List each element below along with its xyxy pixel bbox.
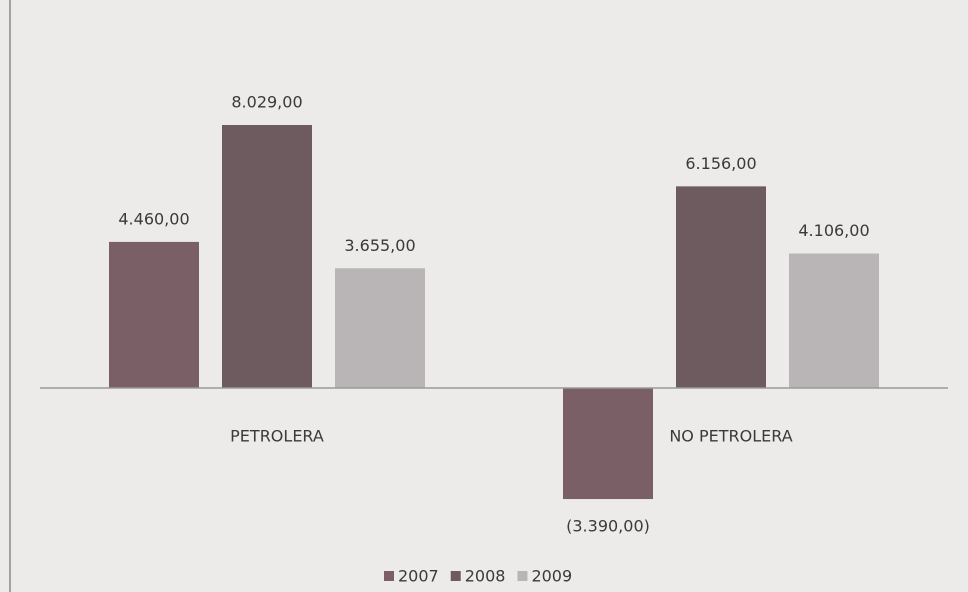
- x-tick-label: NO PETROLERA: [669, 427, 792, 446]
- bar: [789, 253, 879, 388]
- legend-label: 2008: [465, 567, 506, 586]
- data-label: 3.655,00: [344, 236, 415, 255]
- data-label: 8.029,00: [231, 93, 302, 112]
- bar: [109, 241, 199, 388]
- legend-label: 2007: [398, 567, 439, 586]
- legend-swatch: [384, 571, 394, 581]
- legend-swatch: [517, 571, 528, 581]
- bar: [676, 186, 766, 388]
- data-label: 6.156,00: [685, 154, 756, 173]
- data-label: (3.390,00): [566, 517, 650, 536]
- legend-swatch: [450, 571, 461, 581]
- data-label: 4.460,00: [118, 209, 189, 228]
- bar: [222, 125, 312, 388]
- bar: [563, 388, 653, 500]
- legend-label: 2009: [531, 567, 572, 586]
- x-tick-label: PETROLERA: [230, 427, 324, 446]
- bar: [335, 268, 425, 388]
- data-label: 4.106,00: [798, 221, 869, 240]
